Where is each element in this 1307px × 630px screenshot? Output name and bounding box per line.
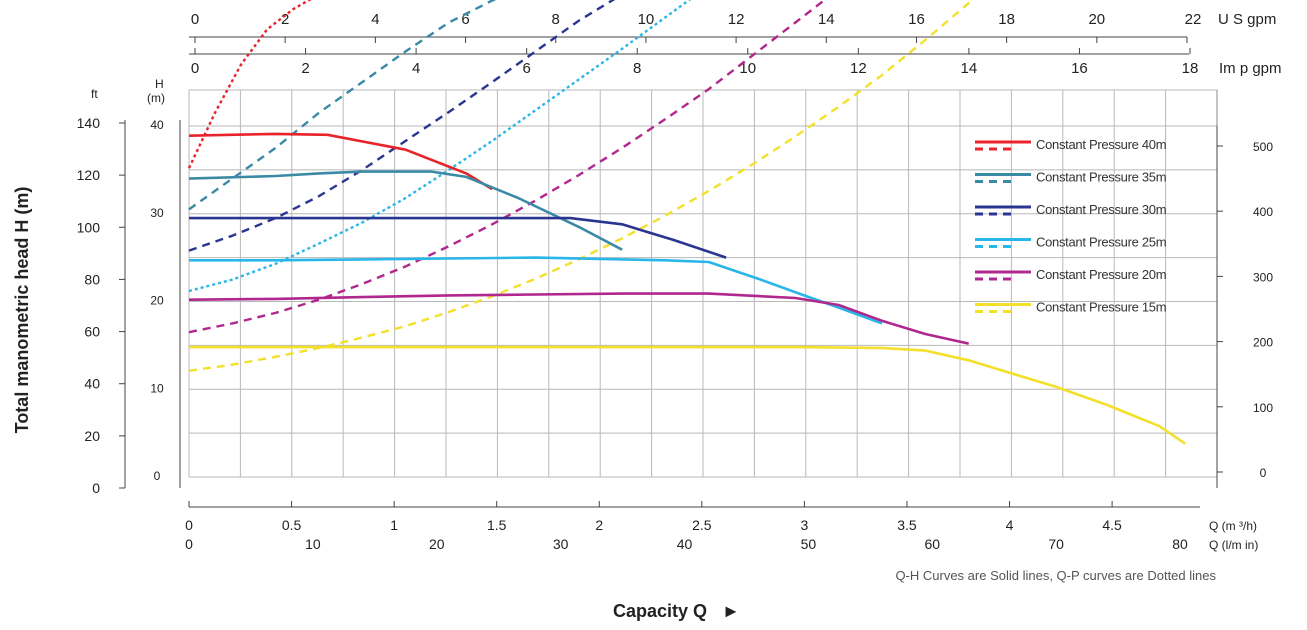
imp-gpm-tick-label: 10 bbox=[739, 60, 756, 77]
ft-axis-unit: ft bbox=[91, 87, 98, 101]
constant-pressure-25m-qp-curve bbox=[188, 0, 692, 293]
q-axis-unit: Q (m ³/h) bbox=[1209, 519, 1257, 533]
m-tick-label: 10 bbox=[150, 381, 164, 395]
legend-label: Constant Pressure 15m bbox=[1036, 300, 1166, 315]
imp-gpm-tick-label: 0 bbox=[191, 60, 199, 77]
us-gpm-tick-label: 16 bbox=[908, 11, 925, 28]
us-gpm-tick-label: 10 bbox=[638, 11, 655, 28]
constant-pressure-30m-qh-curve bbox=[189, 216, 727, 259]
right-tick-label: 500 bbox=[1253, 140, 1273, 154]
right-tick-label: 300 bbox=[1253, 270, 1273, 284]
us-gpm-tick-label: 2 bbox=[281, 11, 289, 28]
q-tick-label: 3.5 bbox=[897, 517, 917, 533]
m-tick-label: 20 bbox=[150, 294, 164, 308]
legend-label: Constant Pressure 40m bbox=[1036, 137, 1166, 152]
us-gpm-tick-label: 14 bbox=[818, 11, 835, 28]
lmin-tick-label: 0 bbox=[185, 536, 193, 552]
ft-tick-label: 40 bbox=[84, 376, 100, 392]
right-tick-label: 400 bbox=[1253, 205, 1273, 219]
ft-tick-label: 60 bbox=[84, 324, 100, 340]
m-axis-unit-m: (m) bbox=[147, 91, 165, 105]
m-tick-label: 30 bbox=[150, 206, 164, 220]
q-tick-label: 3 bbox=[801, 517, 809, 533]
q-tick-label: 1 bbox=[390, 517, 398, 533]
grid bbox=[188, 89, 1218, 478]
imp-gpm-tick-label: 2 bbox=[301, 60, 309, 77]
legend-label: Constant Pressure 35m bbox=[1036, 170, 1166, 185]
imp-gpm-tick-label: 4 bbox=[412, 60, 420, 77]
right-tick-label: 100 bbox=[1253, 401, 1273, 415]
us-gpm-unit: U S gpm bbox=[1218, 11, 1276, 28]
right-tick-label: 0 bbox=[1260, 466, 1267, 480]
lmin-tick-label: 10 bbox=[305, 536, 321, 552]
constant-pressure-35m-qp-curve bbox=[188, 0, 497, 211]
lmin-tick-label: 40 bbox=[677, 536, 693, 552]
m-tick-label: 40 bbox=[150, 118, 164, 132]
us-gpm-tick-label: 12 bbox=[728, 11, 745, 28]
ft-tick-label: 80 bbox=[84, 271, 100, 287]
q-tick-label: 4 bbox=[1006, 517, 1014, 533]
x-axis-title: Capacity Q bbox=[613, 601, 707, 621]
m-tick-label: 0 bbox=[154, 469, 161, 483]
imp-gpm-tick-label: 8 bbox=[633, 60, 641, 77]
ft-tick-label: 140 bbox=[77, 115, 101, 131]
q-tick-label: 2.5 bbox=[692, 517, 712, 533]
constant-pressure-15m-qh-curve bbox=[189, 345, 1186, 445]
ft-tick-label: 20 bbox=[84, 428, 100, 444]
lmin-tick-label: 80 bbox=[1172, 536, 1188, 552]
constant-pressure-40m-qh-curve bbox=[188, 132, 493, 191]
constant-pressure-20m-qp-curve bbox=[188, 0, 827, 334]
right-tick-label: 200 bbox=[1253, 336, 1273, 350]
legend-label: Constant Pressure 30m bbox=[1036, 202, 1166, 217]
q-tick-label: 1.5 bbox=[487, 517, 507, 533]
constant-pressure-25m-qh-curve bbox=[189, 256, 883, 325]
lmin-axis-unit: Q (l/m in) bbox=[1209, 538, 1258, 552]
us-gpm-tick-label: 22 bbox=[1185, 11, 1202, 28]
us-gpm-tick-label: 6 bbox=[461, 11, 469, 28]
curves bbox=[187, 0, 1186, 445]
x-axis-arrow: ► bbox=[722, 601, 740, 621]
legend-label: Constant Pressure 20m bbox=[1036, 267, 1166, 282]
us-gpm-tick-label: 0 bbox=[191, 11, 199, 28]
legend: Constant Pressure 40m Constant Pressure 3… bbox=[975, 137, 1167, 315]
q-tick-label: 0 bbox=[185, 517, 193, 533]
constant-pressure-30m-qp-curve bbox=[188, 0, 616, 252]
imp-gpm-unit: Im p gpm bbox=[1219, 60, 1282, 77]
imp-gpm-tick-label: 16 bbox=[1071, 60, 1088, 77]
us-gpm-tick-label: 8 bbox=[552, 11, 560, 28]
y-axis-title: Total manometric head H (m) bbox=[12, 187, 32, 434]
constant-pressure-20m-qh-curve bbox=[188, 292, 969, 345]
constant-pressure-35m-qh-curve bbox=[188, 170, 623, 251]
q-tick-label: 4.5 bbox=[1102, 517, 1122, 533]
m-axis-unit-h: H bbox=[155, 77, 164, 91]
ft-tick-label: 100 bbox=[77, 219, 101, 235]
lmin-tick-label: 70 bbox=[1048, 536, 1064, 552]
lmin-tick-label: 60 bbox=[924, 536, 940, 552]
us-gpm-tick-label: 18 bbox=[998, 11, 1015, 28]
lmin-tick-label: 30 bbox=[553, 536, 569, 552]
imp-gpm-tick-label: 12 bbox=[850, 60, 867, 77]
ft-tick-label: 120 bbox=[77, 167, 101, 183]
legend-label: Constant Pressure 25m bbox=[1036, 235, 1166, 250]
imp-gpm-tick-label: 14 bbox=[961, 60, 978, 77]
q-tick-label: 0.5 bbox=[282, 517, 302, 533]
lmin-tick-label: 50 bbox=[801, 536, 817, 552]
imp-gpm-tick-label: 18 bbox=[1182, 60, 1199, 77]
imp-gpm-tick-label: 6 bbox=[522, 60, 530, 77]
qh-qp-note: Q-H Curves are Solid lines, Q-P curves a… bbox=[895, 568, 1216, 583]
us-gpm-tick-label: 20 bbox=[1088, 11, 1105, 28]
ft-tick-label: 0 bbox=[92, 480, 100, 496]
lmin-tick-label: 20 bbox=[429, 536, 445, 552]
us-gpm-tick-label: 4 bbox=[371, 11, 379, 28]
q-tick-label: 2 bbox=[595, 517, 603, 533]
